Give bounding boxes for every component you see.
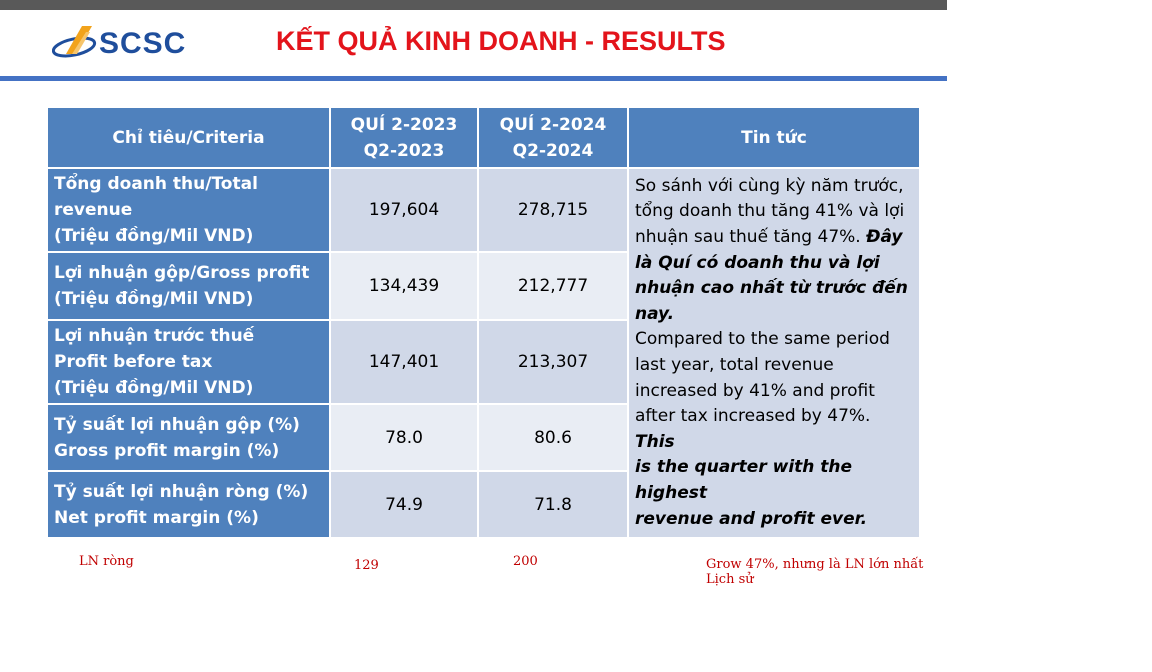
news-cell: So sánh với cùng kỳ năm trước, tổng doan… [627,167,921,539]
criteria-line: Lợi nhuận gộp/Gross profit [54,263,310,283]
slide-header: SCSC KẾT QUẢ KINH DOANH - RESULTS [0,10,947,81]
note-label: LN ròng [79,554,134,569]
table-row: Tổng doanh thu/Total revenue (Triệu đồng… [46,167,921,539]
table-row: Tỷ suất lợi nhuận ròng (%) Net profit ma… [46,470,920,539]
news-line: after tax increased by 47%. This [635,404,913,455]
value-q2-2023: 78.0 [329,403,479,472]
news-text: So sánh với cùng kỳ năm trước, tổng doan… [635,174,913,532]
value-q2-2024: 278,715 [477,167,629,253]
header-q2-2024-line1: QUÍ 2-2024 [499,114,607,135]
page-title: KẾT QUẢ KINH DOANH - RESULTS [276,26,726,56]
value-q2-2023: 134,439 [329,251,479,321]
news-line: So sánh với cùng kỳ năm trước, [635,175,904,196]
table-header-row: Chỉ tiêu/Criteria QUÍ 2-2023 Q2-2023 QUÍ… [46,106,921,169]
value-q2-2023: 197,604 [329,167,479,253]
criteria-total-revenue: Tổng doanh thu/Total revenue (Triệu đồng… [46,167,331,253]
criteria-gross-profit: Lợi nhuận gộp/Gross profit (Triệu đồng/M… [46,251,331,321]
news-line: nay. [635,303,675,324]
news-line: last year, total revenue [635,355,834,375]
header-q2-2024: QUÍ 2-2024 Q2-2024 [477,106,629,169]
criteria-line: Tỷ suất lợi nhuận ròng (%) [54,481,309,502]
note-comment-line: Lịch sử [706,572,754,587]
note-value-2024: 200 [513,554,538,569]
news-line: revenue and profit ever. [635,508,868,529]
header-q2-2023-line1: QUÍ 2-2023 [350,114,458,135]
news-line: increased by 41% and profit [635,380,875,401]
news-line: nhuận cao nhất từ trước đến [635,278,908,299]
table-row: Lợi nhuận gộp/Gross profit (Triệu đồng/M… [46,251,920,321]
scsc-logo: SCSC [52,24,192,64]
news-line: là Quí có doanh thu và lợi [635,252,880,273]
criteria-line: (Triệu đồng/Mil VND) [54,378,254,398]
top-strip [0,0,947,10]
value-q2-2023: 74.9 [329,470,479,539]
logo-mark-icon [52,26,97,58]
header-criteria: Chỉ tiêu/Criteria [46,106,331,169]
criteria-line: (Triệu đồng/Mil VND) [54,226,254,246]
news-text-emphasis: Đây [866,227,903,248]
criteria-net-margin: Tỷ suất lợi nhuận ròng (%) Net profit ma… [46,470,331,539]
news-text-emphasis: This [635,431,675,452]
criteria-line: Lợi nhuận trước thuế [54,326,255,346]
value-q2-2024: 212,777 [477,251,629,321]
value-q2-2024: 71.8 [477,470,629,539]
value-q2-2024: 80.6 [477,403,629,472]
table-row: Lợi nhuận trước thuế Profit before tax (… [46,319,920,405]
criteria-line: Net profit margin (%) [54,507,259,528]
table-row: Tỷ suất lợi nhuận gộp (%) Gross profit m… [46,403,920,472]
header-q2-2024-line2: Q2-2024 [512,140,594,161]
header-q2-2023-line2: Q2-2023 [363,140,445,161]
criteria-line: Gross profit margin (%) [54,440,280,461]
news-text-plain: nhuận sau thuế tăng 47%. [635,227,867,248]
news-line: tổng doanh thu tăng 41% và lợi [635,201,905,222]
note-value-2023: 129 [354,558,379,573]
note-comment-line: Grow 47%, nhưng là LN lớn nhất [706,557,924,572]
header-q2-2023: QUÍ 2-2023 Q2-2023 [329,106,479,169]
value-q2-2023: 147,401 [329,319,479,405]
header-divider [0,76,947,81]
news-line: Compared to the same period [635,329,890,350]
news-line: nhuận sau thuế tăng 47%. Đây [635,225,913,251]
value-q2-2024: 213,307 [477,319,629,405]
news-text-plain: after tax increased by 47%. [635,406,871,427]
note-comment: Grow 47%, nhưng là LN lớn nhất Lịch sử [706,557,923,587]
criteria-line: Tỷ suất lợi nhuận gộp (%) [54,414,300,435]
news-line: is the quarter with the highest [635,457,853,503]
criteria-line: Profit before tax [54,352,213,372]
criteria-profit-before-tax: Lợi nhuận trước thuế Profit before tax (… [46,319,331,405]
criteria-gross-margin: Tỷ suất lợi nhuận gộp (%) Gross profit m… [46,403,331,472]
header-news: Tin tức [627,106,921,169]
criteria-line: Tổng doanh thu/Total revenue [54,174,258,220]
logo-text: SCSC [99,27,187,60]
results-table: Chỉ tiêu/Criteria QUÍ 2-2023 Q2-2023 QUÍ… [46,106,921,539]
criteria-line: (Triệu đồng/Mil VND) [54,289,254,309]
